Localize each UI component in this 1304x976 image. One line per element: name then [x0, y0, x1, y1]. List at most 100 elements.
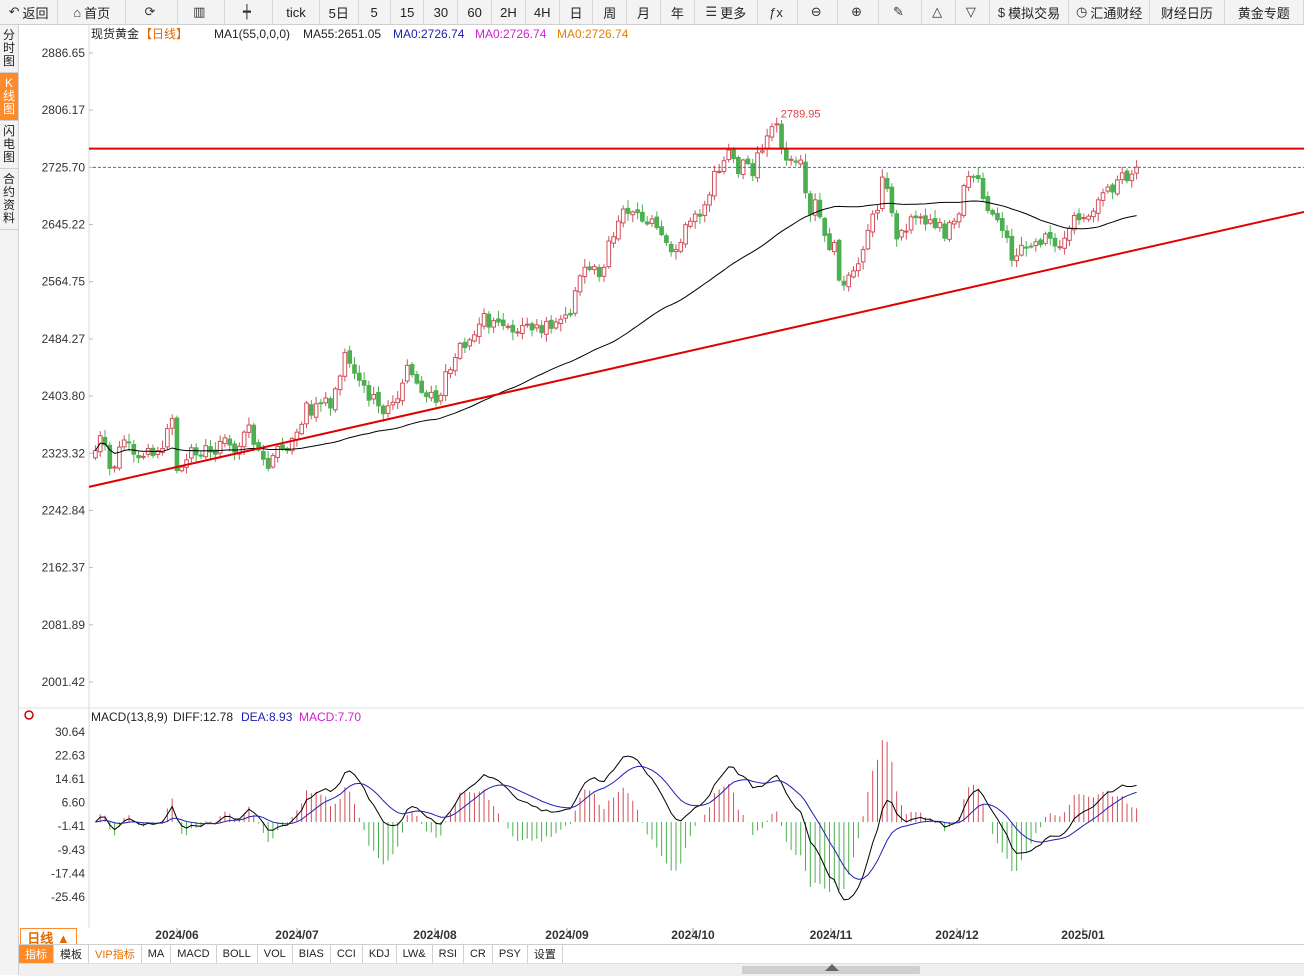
period-5day[interactable]: 5日 [320, 0, 359, 24]
period-5[interactable]: 5 [359, 0, 391, 24]
candle-body [467, 339, 472, 347]
price-tick-label: 2645.22 [42, 218, 86, 232]
home-button[interactable]: ⌂ 首页 [58, 0, 127, 24]
down-triangle-button[interactable]: ▽ [956, 0, 990, 24]
candle-body [380, 405, 386, 415]
period-year[interactable]: 年 [661, 0, 695, 24]
refresh-button[interactable]: ⟳ [126, 0, 178, 24]
side-tab-3[interactable]: 合约资料 [0, 169, 18, 230]
indicator-tab-12[interactable]: CR [464, 945, 493, 963]
candle-body [764, 135, 770, 150]
indicator-tab-11[interactable]: RSI [433, 945, 464, 963]
candle-body [1009, 235, 1015, 261]
period-day-label: 日 [569, 5, 583, 21]
candle-body [93, 450, 98, 459]
candle-body [745, 158, 751, 165]
candle-body [927, 219, 933, 224]
more-button[interactable]: ☰ 更多 [695, 0, 758, 24]
indicator-tab-6[interactable]: VOL [258, 945, 293, 963]
candle-body [332, 388, 338, 411]
candle-body [1115, 179, 1120, 195]
candle-body [241, 431, 247, 448]
candle-body [352, 364, 357, 374]
candle-body [750, 163, 756, 177]
indicator-tab-14[interactable]: 设置 [528, 945, 563, 963]
back-button[interactable]: ↶ 返回 [0, 0, 59, 24]
period-30[interactable]: 30 [424, 0, 459, 24]
indicator-tab-8[interactable]: CCI [331, 945, 363, 963]
candle-body [265, 457, 271, 469]
candle-body [438, 394, 444, 402]
indicator-tab-9[interactable]: KDJ [363, 945, 397, 963]
refresh-icon: ⟳ [144, 4, 156, 19]
period-selector-button[interactable]: 日线 ▲ [20, 928, 77, 946]
candle-body [879, 176, 885, 209]
legend-ma0-c: MA0:2726.74 [557, 27, 629, 41]
candle-body [347, 350, 353, 364]
price-tick-label: 2403.80 [42, 389, 86, 403]
indicator-tab-7[interactable]: BIAS [293, 945, 331, 963]
period-tick[interactable]: tick [273, 0, 320, 24]
indicator-tab-5[interactable]: BOLL [217, 945, 258, 963]
candle-body [596, 266, 602, 278]
period-day[interactable]: 日 [560, 0, 594, 24]
candle-body [232, 443, 237, 453]
macd-settings-icon[interactable] [24, 710, 34, 720]
candle-body [592, 266, 597, 271]
macd-tick-label: 6.60 [62, 796, 86, 810]
period-5day-label: 5日 [328, 5, 349, 21]
indicator-tab-10[interactable]: LW& [397, 945, 433, 963]
gold-topic-button[interactable]: 黄金专题 [1225, 0, 1304, 24]
indicator-tab-2[interactable]: VIP指标 [89, 945, 142, 963]
peak-price-label: 2789.95 [781, 109, 821, 121]
indicator-tab-13[interactable]: PSY [493, 945, 528, 963]
side-tab-2[interactable]: 闪电图 [0, 121, 18, 169]
up-triangle-button[interactable]: △ [922, 0, 957, 24]
formula-button[interactable]: ƒx [758, 0, 799, 24]
candle-body [481, 313, 487, 327]
candle-body [251, 424, 257, 445]
legend-period: 【日线】 [140, 27, 188, 41]
candle-body [107, 444, 113, 469]
candle-body [707, 194, 712, 206]
candle-body [256, 442, 261, 451]
scroll-up-icon[interactable] [825, 964, 839, 971]
period-tick-label: tick [286, 4, 306, 20]
indicator-tab-1[interactable]: 模板 [54, 945, 89, 963]
candle-body [654, 216, 660, 229]
candle-body [956, 213, 962, 223]
candle-type-button[interactable]: ┿ [225, 0, 274, 24]
candle-body [980, 178, 986, 199]
side-tab-0[interactable]: 分时图 [0, 25, 18, 73]
indicator-tab-4[interactable]: MACD [171, 945, 217, 963]
x-tick-label: 2024/06 [155, 928, 199, 942]
zoom-out-button[interactable]: ⊖ [798, 0, 839, 24]
chart-type-button[interactable]: ▥ [178, 0, 225, 24]
sim-trade-button[interactable]: $ 模拟交易 [990, 0, 1070, 24]
period-15[interactable]: 15 [391, 0, 425, 24]
period-4h[interactable]: 4H [526, 0, 560, 24]
indicator-tab-0[interactable]: 指标 [19, 945, 54, 963]
candle-body [736, 157, 741, 175]
price-tick-label: 2806.17 [42, 103, 86, 117]
horizontal-scrollbar[interactable] [19, 963, 1304, 976]
candle-body [510, 324, 516, 333]
period-2h[interactable]: 2H [492, 0, 526, 24]
period-week[interactable]: 周 [593, 0, 628, 24]
candle-body [620, 208, 626, 224]
zoom-in-button[interactable]: ⊕ [838, 0, 879, 24]
x-tick-label: 2024/08 [413, 928, 457, 942]
draw-button[interactable]: ✎ [879, 0, 923, 24]
fx168-button[interactable]: ◷ 汇通财经 [1069, 0, 1151, 24]
period-month[interactable]: 月 [627, 0, 661, 24]
calendar-button[interactable]: 财经日历 [1150, 0, 1225, 24]
price-chart[interactable]: 2886.65 2806.17 2725.70 2645.22 2564.75 2484.… [19, 25, 1304, 943]
home-icon: ⌂ [73, 4, 82, 20]
candle-body [640, 211, 645, 222]
period-60[interactable]: 60 [458, 0, 493, 24]
sim-trade-button-label: 模拟交易 [1008, 5, 1061, 21]
indicator-tab-3[interactable]: MA [142, 945, 172, 963]
candle-body [702, 204, 708, 216]
